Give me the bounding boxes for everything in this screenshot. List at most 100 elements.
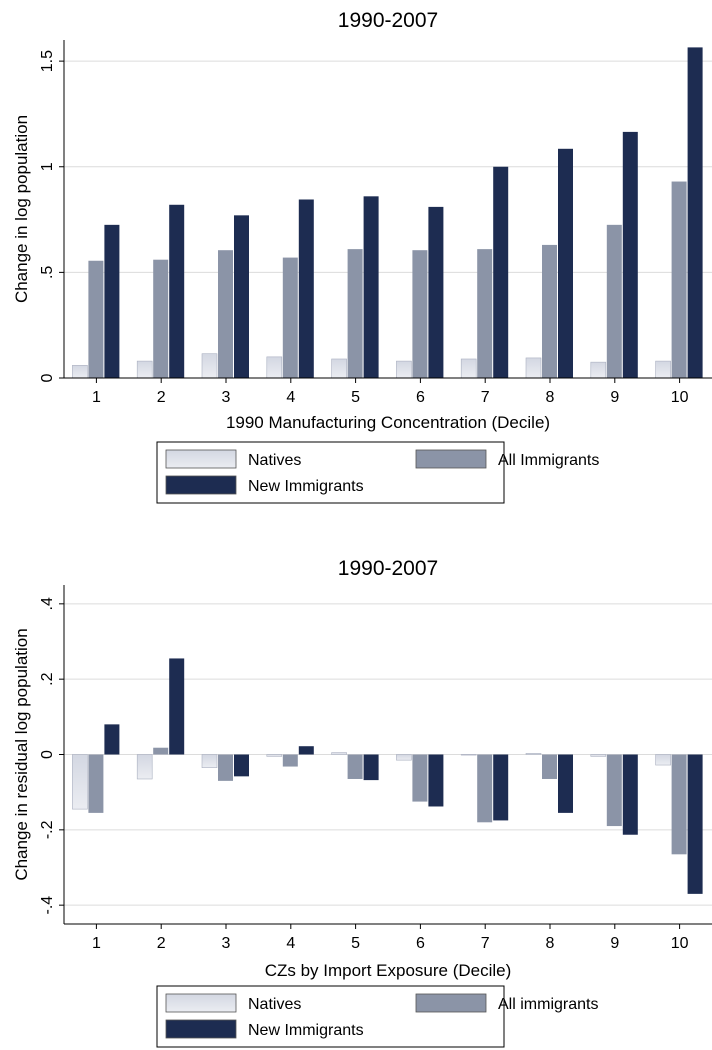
y-tick-label: .2 bbox=[39, 672, 56, 685]
bar-new-immigrants bbox=[622, 131, 638, 378]
legend-label: Natives bbox=[248, 996, 301, 1013]
bar-natives bbox=[460, 754, 477, 756]
bar-natives bbox=[590, 754, 607, 757]
bar-all-immigrants bbox=[606, 224, 622, 378]
bar-natives bbox=[201, 754, 218, 768]
bar-natives bbox=[331, 752, 347, 755]
x-tick-label: 4 bbox=[286, 389, 295, 406]
bar-all-immigrants bbox=[282, 257, 298, 378]
legend: Natives All Immigrants New Immigrants bbox=[156, 441, 599, 504]
x-tick-label: 6 bbox=[416, 389, 425, 406]
bar-natives bbox=[525, 357, 542, 379]
legend: Natives All immigrants New Immigrants bbox=[156, 985, 598, 1048]
bar-natives bbox=[655, 360, 671, 379]
bar-natives bbox=[266, 754, 283, 757]
bar-all-immigrants bbox=[477, 249, 493, 378]
chart-manufacturing-svg: 1990-2007 1 2 3 4 5 6 7 8 9 10 0 .5 1 1.5 1990 Manufact… bbox=[12, 9, 712, 504]
bar-natives bbox=[331, 358, 347, 379]
legend-label: New Immigrants bbox=[248, 478, 364, 495]
x-tick-label: 6 bbox=[416, 935, 425, 952]
x-tick-label: 8 bbox=[546, 935, 555, 952]
x-tick-label: 3 bbox=[222, 935, 231, 952]
bar-new-immigrants bbox=[363, 754, 379, 781]
y-tick-label: 1.5 bbox=[39, 50, 56, 72]
bar-all-immigrants bbox=[153, 259, 169, 378]
bar-natives bbox=[266, 356, 283, 379]
x-tick-label: 1 bbox=[92, 389, 101, 406]
y-tick-label: -.4 bbox=[39, 896, 56, 915]
bar-natives bbox=[201, 353, 218, 379]
legend-label: Natives bbox=[248, 452, 301, 469]
y-tick-label: 1 bbox=[39, 162, 56, 171]
bar-natives bbox=[136, 360, 153, 379]
bar-new-immigrants bbox=[428, 206, 444, 378]
x-axis-title: CZs by Import Exposure (Decile) bbox=[265, 961, 512, 980]
legend-label: New Immigrants bbox=[248, 1022, 364, 1039]
legend-swatch bbox=[415, 993, 487, 1013]
x-tick-label: 2 bbox=[157, 935, 166, 952]
legend-label: All immigrants bbox=[498, 996, 598, 1013]
legend-swatch bbox=[165, 1019, 237, 1039]
bar-all-immigrants bbox=[282, 754, 298, 767]
chart-title: 1990-2007 bbox=[338, 9, 438, 32]
y-tick-label: 0 bbox=[39, 750, 56, 759]
x-tick-label: 9 bbox=[610, 389, 619, 406]
bar-new-immigrants bbox=[234, 754, 249, 777]
y-axis-title: Change in residual log population bbox=[12, 628, 31, 880]
chart-import-exposure: 1990-2007 1 2 3 4 5 6 7 8 9 10 -.4 -.2 0 .2 .4 CZs by Im… bbox=[0, 530, 712, 1050]
bar-all-immigrants bbox=[218, 250, 233, 378]
x-tick-label: 7 bbox=[481, 389, 490, 406]
bar-new-immigrants bbox=[493, 166, 509, 378]
x-tick-label: 1 bbox=[92, 935, 101, 952]
bar-new-immigrants bbox=[558, 754, 573, 813]
bar-new-immigrants bbox=[363, 196, 379, 378]
bar-all-immigrants bbox=[88, 754, 104, 813]
x-tick-label: 5 bbox=[351, 935, 360, 952]
bar-natives bbox=[590, 361, 607, 379]
bar-all-immigrants bbox=[542, 754, 557, 779]
x-tick-label: 2 bbox=[157, 389, 166, 406]
chart-manufacturing: 1990-2007 1 2 3 4 5 6 7 8 9 10 0 .5 1 1.5 1990 Manufact… bbox=[0, 0, 712, 520]
bar-new-immigrants bbox=[687, 754, 703, 894]
bar-all-immigrants bbox=[218, 754, 233, 781]
bar-new-immigrants bbox=[298, 746, 314, 755]
y-tick-label: .4 bbox=[39, 597, 56, 610]
legend-swatch bbox=[415, 449, 487, 469]
x-tick-label: 5 bbox=[351, 389, 360, 406]
bar-all-immigrants bbox=[671, 754, 687, 855]
bar-natives bbox=[396, 754, 412, 761]
bar-natives bbox=[525, 753, 542, 755]
bar-new-immigrants bbox=[234, 215, 249, 378]
x-tick-label: 7 bbox=[481, 935, 490, 952]
bar-new-immigrants bbox=[493, 754, 509, 821]
x-tick-label: 3 bbox=[222, 389, 231, 406]
bar-all-immigrants bbox=[88, 260, 104, 378]
legend-swatch bbox=[165, 993, 237, 1013]
bar-new-immigrants bbox=[104, 724, 120, 755]
bar-natives bbox=[460, 358, 477, 379]
y-tick-label: -.2 bbox=[39, 820, 56, 839]
bar-natives bbox=[655, 754, 671, 766]
bar-all-immigrants bbox=[347, 249, 363, 378]
bar-natives bbox=[136, 754, 153, 780]
y-axis-title: Change in log population bbox=[12, 115, 31, 303]
bar-new-immigrants bbox=[298, 199, 314, 378]
x-tick-label: 4 bbox=[286, 935, 295, 952]
x-tick-label: 9 bbox=[610, 935, 619, 952]
bar-all-immigrants bbox=[153, 747, 169, 755]
bar-new-immigrants bbox=[104, 224, 120, 378]
bar-all-immigrants bbox=[412, 250, 428, 378]
bar-new-immigrants bbox=[622, 754, 638, 835]
y-tick-label: 0 bbox=[39, 373, 56, 382]
bar-new-immigrants bbox=[687, 47, 703, 379]
bar-new-immigrants bbox=[558, 148, 573, 378]
bar-all-immigrants bbox=[347, 754, 363, 779]
x-tick-label: 10 bbox=[671, 935, 689, 952]
bar-all-immigrants bbox=[671, 181, 687, 378]
legend-label: All Immigrants bbox=[498, 452, 599, 469]
bar-all-immigrants bbox=[542, 244, 557, 378]
bar-new-immigrants bbox=[169, 658, 185, 755]
bar-all-immigrants bbox=[412, 754, 428, 802]
x-tick-label: 10 bbox=[671, 389, 689, 406]
chart-import-exposure-svg: 1990-2007 1 2 3 4 5 6 7 8 9 10 -.4 -.2 0 .2 .4 CZs by Im… bbox=[12, 557, 712, 1048]
